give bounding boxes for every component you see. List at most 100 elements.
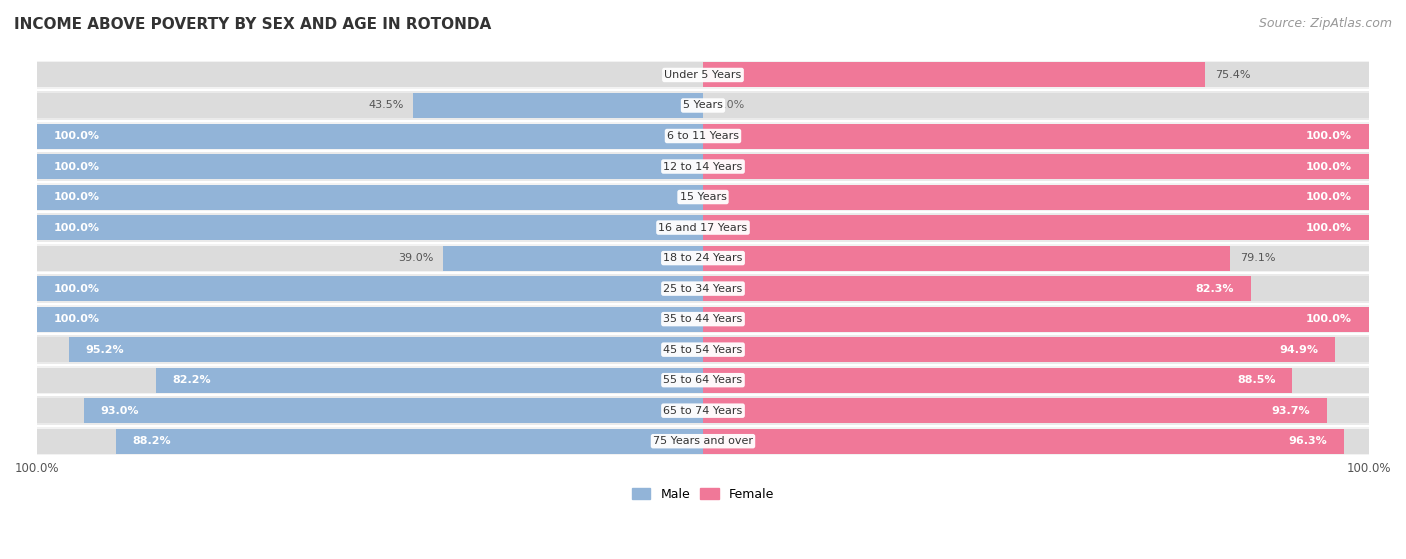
Text: 75 Years and over: 75 Years and over: [652, 436, 754, 446]
Bar: [37, 337, 703, 362]
Text: 95.2%: 95.2%: [86, 345, 125, 354]
Bar: [703, 63, 1369, 88]
Bar: [37, 90, 1369, 121]
Bar: [37, 93, 703, 118]
Legend: Male, Female: Male, Female: [627, 483, 779, 506]
Text: 100.0%: 100.0%: [53, 314, 100, 324]
Bar: [37, 124, 703, 149]
Text: 96.3%: 96.3%: [1289, 436, 1327, 446]
Text: 100.0%: 100.0%: [53, 131, 100, 141]
Text: 16 and 17 Years: 16 and 17 Years: [658, 222, 748, 233]
Text: 0.0%: 0.0%: [661, 70, 690, 80]
Text: 100.0%: 100.0%: [1306, 222, 1353, 233]
Bar: [703, 368, 1369, 392]
Text: 94.9%: 94.9%: [1279, 345, 1319, 354]
Text: Source: ZipAtlas.com: Source: ZipAtlas.com: [1258, 17, 1392, 30]
Bar: [37, 306, 703, 331]
Bar: [703, 154, 1369, 179]
Text: 39.0%: 39.0%: [398, 253, 433, 263]
Text: 65 to 74 Years: 65 to 74 Years: [664, 406, 742, 416]
Text: 100.0%: 100.0%: [53, 283, 100, 293]
Bar: [37, 212, 1369, 243]
Bar: [703, 154, 1369, 179]
Bar: [703, 429, 1369, 454]
Text: 100.0%: 100.0%: [1306, 314, 1353, 324]
Bar: [37, 121, 1369, 151]
Bar: [37, 184, 703, 210]
Bar: [703, 124, 1369, 149]
Text: 75.4%: 75.4%: [1215, 70, 1250, 80]
Bar: [37, 151, 1369, 182]
Bar: [443, 245, 703, 271]
Bar: [703, 215, 1369, 240]
Bar: [703, 124, 1369, 149]
Text: 88.2%: 88.2%: [132, 436, 172, 446]
Bar: [703, 306, 1369, 331]
Bar: [703, 215, 1369, 240]
Bar: [703, 398, 1327, 423]
Bar: [37, 63, 703, 88]
Text: 100.0%: 100.0%: [53, 162, 100, 172]
Bar: [37, 60, 1369, 90]
Text: 88.5%: 88.5%: [1237, 375, 1275, 385]
Bar: [37, 273, 1369, 304]
Bar: [37, 306, 703, 331]
Bar: [703, 245, 1230, 271]
Bar: [703, 276, 1369, 301]
Text: 0.0%: 0.0%: [716, 101, 745, 111]
Bar: [37, 368, 703, 392]
Bar: [37, 365, 1369, 395]
Bar: [703, 93, 1369, 118]
Bar: [703, 63, 1205, 88]
Bar: [413, 93, 703, 118]
Bar: [703, 306, 1369, 331]
Bar: [37, 184, 703, 210]
Bar: [37, 154, 703, 179]
Text: 55 to 64 Years: 55 to 64 Years: [664, 375, 742, 385]
Text: 100.0%: 100.0%: [1306, 131, 1353, 141]
Text: 100.0%: 100.0%: [1306, 192, 1353, 202]
Bar: [37, 395, 1369, 426]
Bar: [37, 334, 1369, 365]
Text: 12 to 14 Years: 12 to 14 Years: [664, 162, 742, 172]
Bar: [37, 245, 703, 271]
Text: 18 to 24 Years: 18 to 24 Years: [664, 253, 742, 263]
Text: 15 Years: 15 Years: [679, 192, 727, 202]
Bar: [37, 154, 703, 179]
Text: 100.0%: 100.0%: [53, 222, 100, 233]
Bar: [156, 368, 703, 392]
Bar: [37, 243, 1369, 273]
Bar: [703, 184, 1369, 210]
Text: 82.3%: 82.3%: [1195, 283, 1234, 293]
Text: 43.5%: 43.5%: [368, 101, 404, 111]
Text: 100.0%: 100.0%: [1306, 162, 1353, 172]
Text: 82.2%: 82.2%: [173, 375, 211, 385]
Bar: [37, 429, 703, 454]
Text: 93.7%: 93.7%: [1271, 406, 1310, 416]
Text: 79.1%: 79.1%: [1240, 253, 1275, 263]
Text: 100.0%: 100.0%: [53, 192, 100, 202]
Bar: [703, 429, 1344, 454]
Bar: [115, 429, 703, 454]
Text: 5 Years: 5 Years: [683, 101, 723, 111]
Text: Under 5 Years: Under 5 Years: [665, 70, 741, 80]
Text: 93.0%: 93.0%: [100, 406, 139, 416]
Bar: [37, 182, 1369, 212]
Text: 25 to 34 Years: 25 to 34 Years: [664, 283, 742, 293]
Bar: [703, 276, 1251, 301]
Bar: [37, 304, 1369, 334]
Bar: [703, 245, 1369, 271]
Bar: [69, 337, 703, 362]
Bar: [703, 184, 1369, 210]
Bar: [703, 368, 1292, 392]
Text: 35 to 44 Years: 35 to 44 Years: [664, 314, 742, 324]
Bar: [37, 215, 703, 240]
Bar: [37, 276, 703, 301]
Bar: [37, 426, 1369, 457]
Bar: [703, 398, 1369, 423]
Text: INCOME ABOVE POVERTY BY SEX AND AGE IN ROTONDA: INCOME ABOVE POVERTY BY SEX AND AGE IN R…: [14, 17, 491, 32]
Bar: [703, 337, 1334, 362]
Bar: [37, 215, 703, 240]
Text: 6 to 11 Years: 6 to 11 Years: [666, 131, 740, 141]
Bar: [37, 124, 703, 149]
